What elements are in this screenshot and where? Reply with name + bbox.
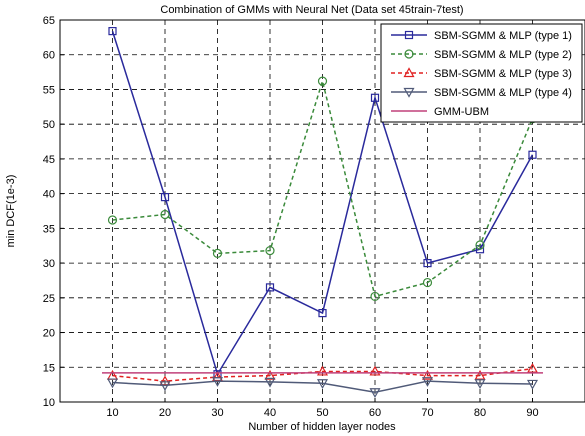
x-tick-label: 60 (369, 407, 381, 419)
series-line (112, 380, 533, 394)
data-point (264, 377, 276, 388)
series-line (112, 367, 533, 382)
data-point (369, 365, 381, 376)
data-point (421, 369, 434, 380)
y-tick-label: 25 (43, 293, 55, 305)
legend: SBM-SGMM & MLP (type 1) SBM-SGMM & MLP (t… (380, 23, 583, 123)
y-tick-label: 20 (43, 328, 55, 340)
data-point (317, 76, 328, 86)
x-tick-label: 90 (526, 407, 538, 419)
data-point (370, 291, 380, 302)
x-tick-label: 30 (211, 407, 223, 419)
legend-marker (404, 30, 414, 40)
legend-marker (404, 49, 414, 59)
y-tick-label: 35 (43, 223, 55, 235)
data-point (475, 240, 485, 250)
x-tick-label: 10 (106, 407, 118, 419)
data-point (421, 377, 434, 387)
data-point (369, 388, 381, 399)
data-point (108, 27, 117, 36)
y-tick-label: 45 (43, 154, 55, 166)
x-tick-label: 40 (264, 407, 276, 419)
data-point (107, 215, 118, 225)
data-point (526, 379, 539, 390)
data-point (316, 365, 329, 376)
x-tick-label: 80 (474, 407, 486, 419)
data-point (318, 308, 327, 318)
data-point (264, 369, 276, 380)
data-point (212, 248, 223, 258)
y-tick-label: 40 (43, 189, 55, 201)
legend-entry: SBM-SGMM & MLP (type 3) (434, 68, 572, 80)
y-tick-label: 65 (43, 15, 55, 27)
x-axis-title: Number of hidden layer nodes (248, 421, 396, 433)
y-tick-label: 50 (43, 119, 55, 131)
data-point (474, 369, 486, 380)
legend-entry: GMM-UBM (434, 106, 489, 118)
x-tick-label: 20 (159, 407, 171, 419)
data-point (528, 150, 537, 159)
chart-title: Combination of GMMs with Neural Net (Dat… (160, 4, 463, 16)
legend-entry: SBM-SGMM & MLP (type 2) (434, 49, 572, 61)
data-point (211, 377, 224, 387)
axis-ticks: 10 20 30 40 50 60 70 80 90 10 15 20 25 30 35 40 45 50 55 60… (43, 15, 539, 419)
data-point (159, 381, 171, 392)
y-tick-label: 55 (43, 84, 55, 96)
data-point (160, 209, 170, 220)
data-point (422, 277, 433, 288)
data-point (265, 283, 275, 292)
y-tick-label: 60 (43, 50, 55, 62)
series-1 (108, 27, 537, 379)
x-tick-label: 70 (421, 407, 433, 419)
y-tick-label: 15 (43, 362, 55, 374)
legend-marker (403, 87, 415, 98)
x-tick-label: 50 (316, 407, 328, 419)
legend-entry: SBM-SGMM & MLP (type 4) (434, 87, 572, 99)
y-tick-label: 30 (43, 258, 55, 270)
plot-series (102, 27, 543, 399)
y-tick-label: 10 (43, 397, 55, 409)
data-point (160, 193, 170, 202)
data-point (265, 245, 275, 256)
data-point (316, 379, 329, 389)
series-line (111, 30, 534, 377)
data-point (106, 378, 119, 389)
legend-entry: SBM-SGMM & MLP (type 1) (434, 30, 572, 42)
data-point (370, 93, 380, 102)
y-axis-title: min DCF(1e-3) (5, 175, 17, 248)
grid (60, 20, 585, 402)
series-line (112, 78, 534, 298)
data-point (423, 258, 432, 268)
data-point (526, 362, 539, 373)
series-4 (106, 377, 539, 399)
data-point (474, 379, 486, 389)
legend-marker (403, 67, 415, 78)
